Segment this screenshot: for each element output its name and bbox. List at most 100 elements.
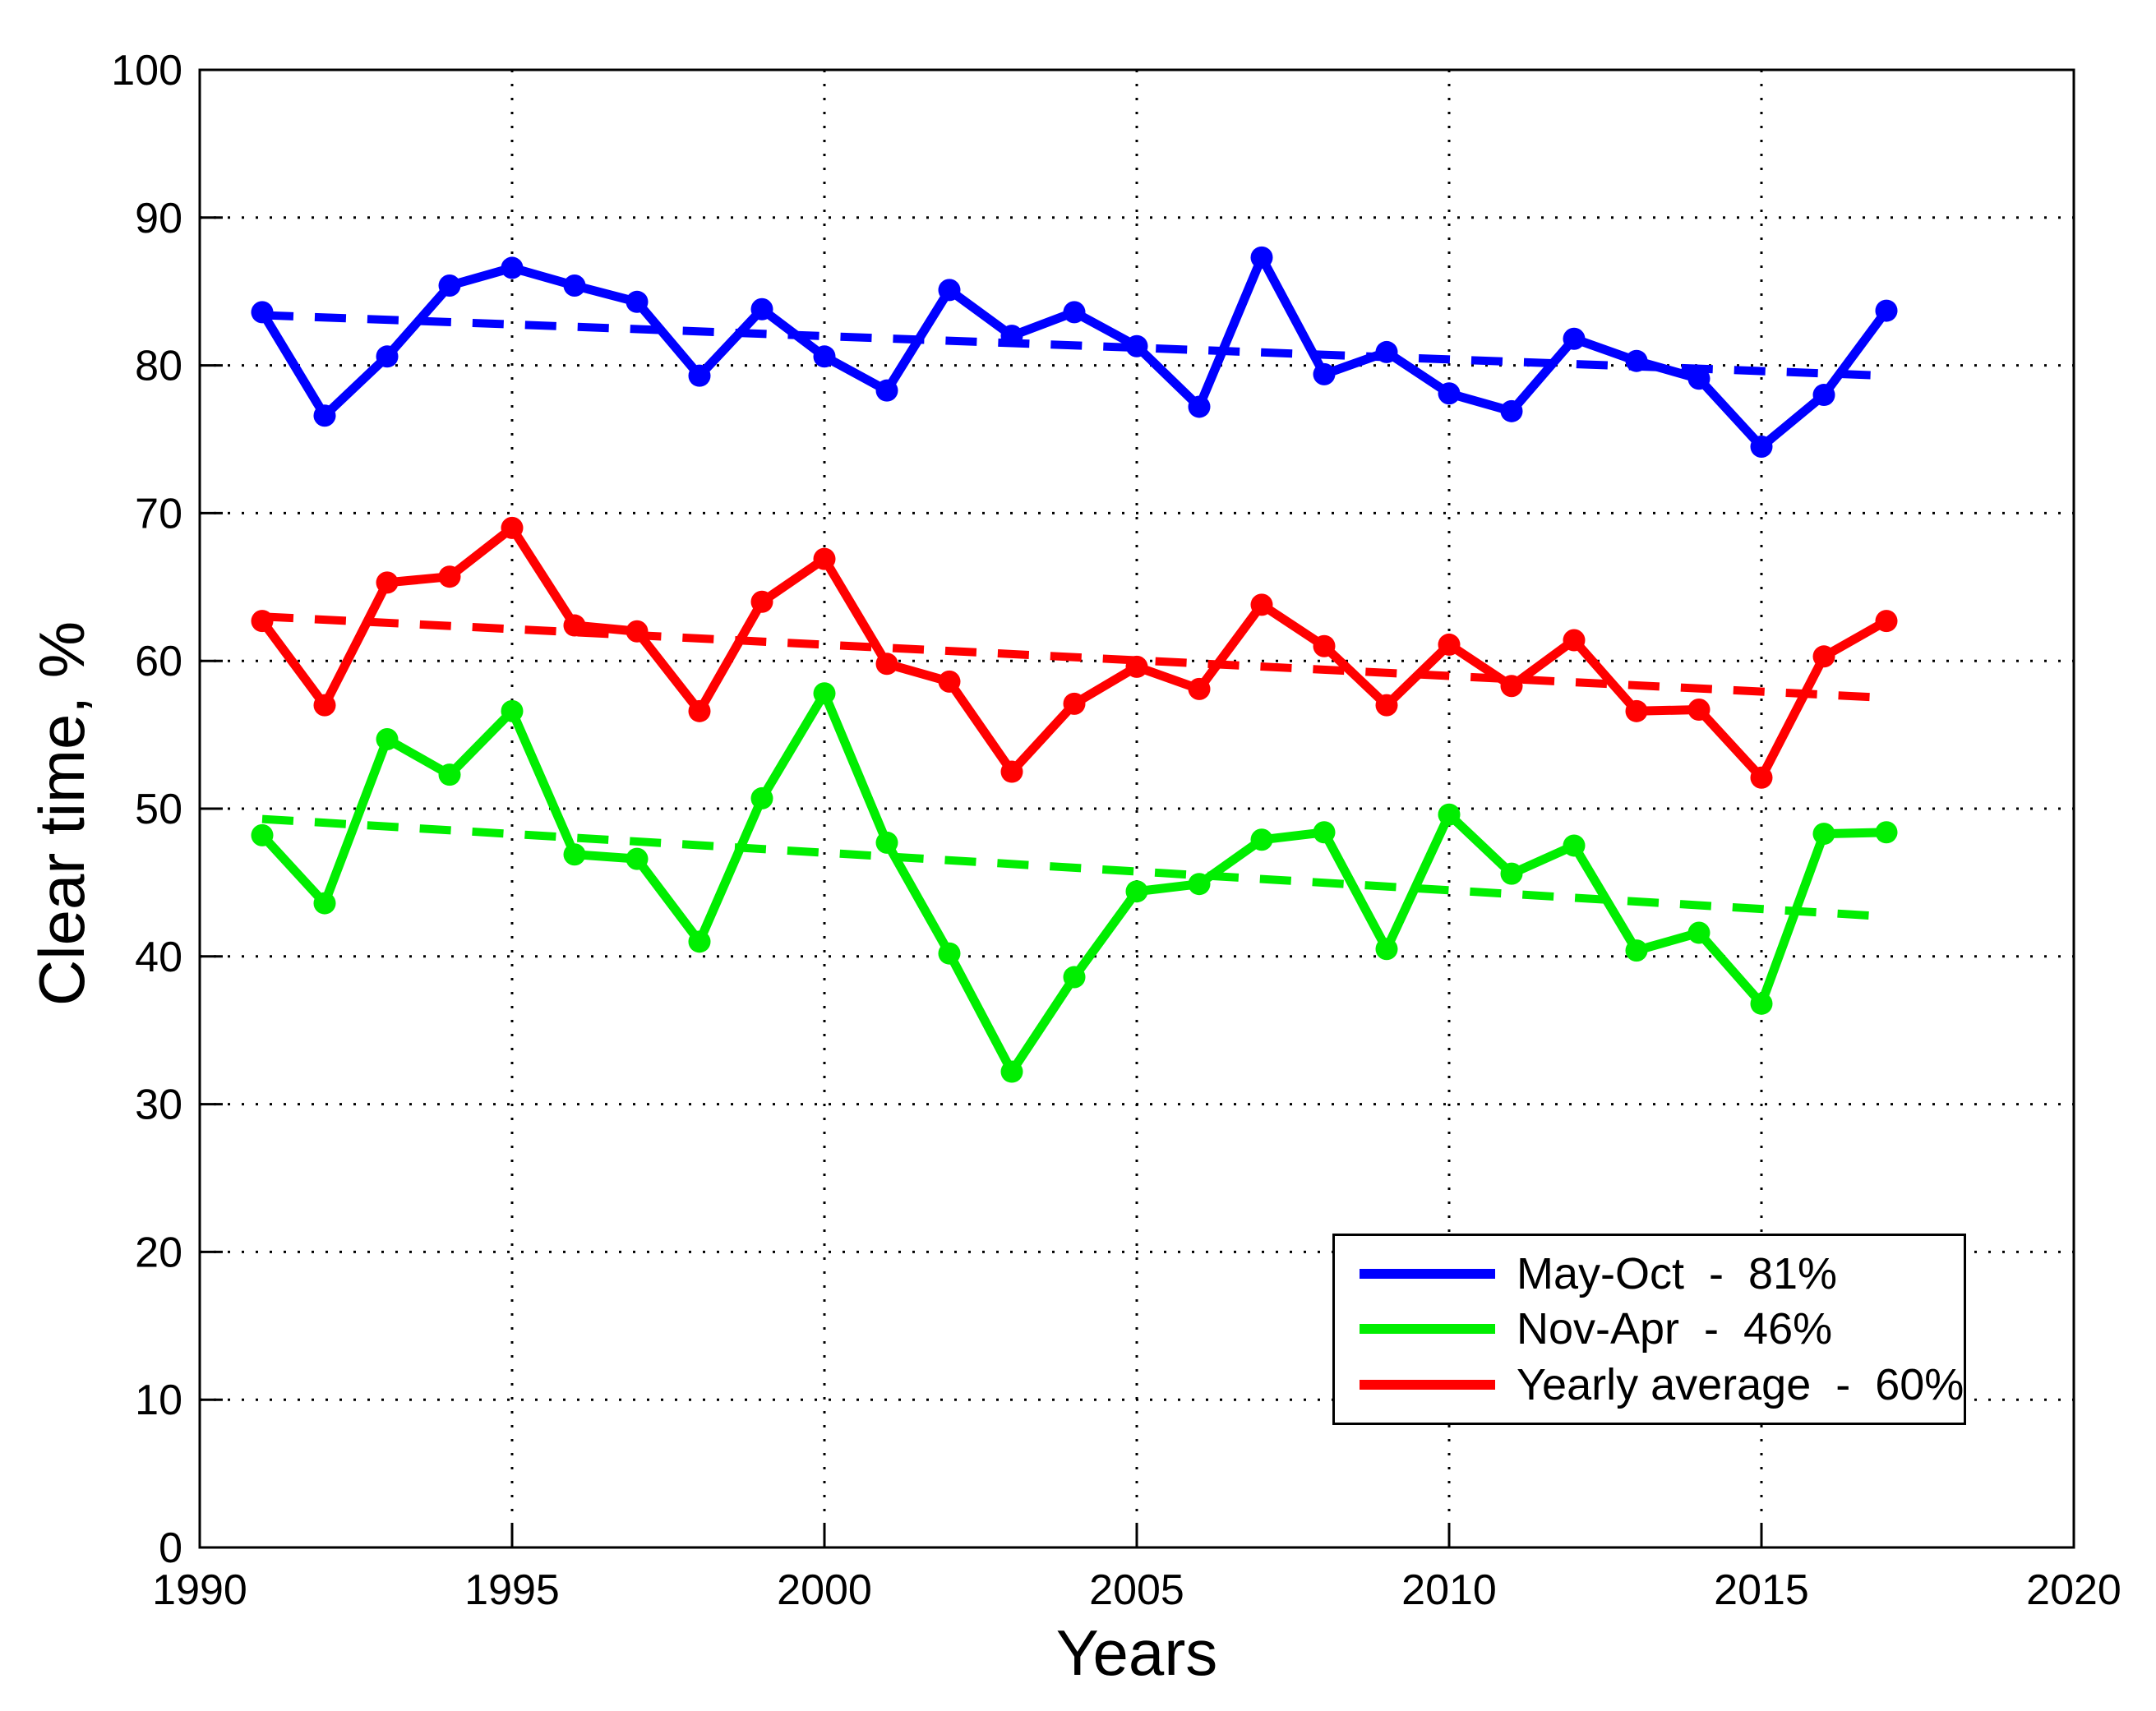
data-point-yearly-average-2002 [938,670,961,693]
data-point-may-oct-1992 [313,404,336,427]
x-tick-label-2010: 2010 [1401,1566,1497,1614]
data-point-may-oct-1994 [438,274,461,297]
data-point-may-oct-2017 [1875,299,1898,322]
y-axis-title: Clear time, % [25,620,98,1007]
data-point-may-oct-2012 [1563,327,1586,350]
trend-line-yearly-average [261,612,1887,703]
data-point-nov-apr-2003 [1000,1060,1023,1083]
y-tick-label-60: 60 [135,638,182,685]
data-point-nov-apr-2001 [875,831,898,854]
data-point-nov-apr-2006 [1188,873,1211,896]
data-point-yearly-average-2013 [1625,699,1648,722]
data-point-nov-apr-2007 [1250,828,1273,851]
data-point-may-oct-2016 [1812,384,1835,407]
data-point-nov-apr-1991 [251,823,274,846]
legend-item-yearly-average: Yearly average - 60% [1360,1359,1964,1410]
data-point-nov-apr-2009 [1375,938,1398,961]
data-point-yearly-average-1997 [626,620,649,643]
x-tick-label-1995: 1995 [464,1566,560,1614]
data-point-yearly-average-2006 [1188,677,1211,700]
legend-swatch-nov-apr [1360,1324,1495,1335]
trend-line-nov-apr [261,814,1887,921]
y-tick-label-50: 50 [135,786,182,833]
legend: May-Oct - 81% Nov-Apr - 46% Yearly avera… [1332,1234,1966,1425]
data-point-yearly-average-2012 [1563,629,1586,652]
data-point-nov-apr-2004 [1063,966,1086,989]
data-point-nov-apr-2016 [1812,823,1835,846]
legend-label-may-oct: May-Oct - 81% [1517,1248,1838,1298]
y-tick-label-100: 100 [111,47,182,95]
y-tick-label-30: 30 [135,1081,182,1129]
data-point-yearly-average-1998 [688,699,711,722]
trend-line-may-oct [261,311,1887,380]
x-tick-label-2020: 2020 [2026,1566,2121,1614]
x-tick-label-2015: 2015 [1714,1566,1809,1614]
y-tick-label-80: 80 [135,343,182,390]
legend-label-nov-apr: Nov-Apr - 46% [1517,1304,1833,1354]
data-point-nov-apr-2011 [1500,862,1523,885]
data-point-may-oct-2001 [875,379,898,402]
data-point-may-oct-2010 [1438,382,1461,405]
data-point-yearly-average-1999 [750,590,773,613]
data-point-nov-apr-1994 [438,763,461,786]
data-point-may-oct-2013 [1625,349,1648,372]
legend-item-may-oct: May-Oct - 81% [1360,1248,1955,1299]
data-point-yearly-average-2009 [1375,694,1398,717]
x-tick-label-2000: 2000 [777,1566,872,1614]
data-point-nov-apr-2010 [1438,803,1461,826]
y-tick-label-40: 40 [135,934,182,981]
legend-label-yearly-average: Yearly average - 60% [1517,1360,1964,1410]
data-point-yearly-average-2007 [1250,593,1273,616]
data-point-yearly-average-1992 [313,694,336,717]
data-point-nov-apr-1999 [750,786,773,809]
data-point-yearly-average-2000 [813,547,836,570]
x-axis-title: Years [1055,1616,1218,1689]
data-point-may-oct-2000 [813,345,836,368]
data-point-may-oct-2015 [1750,435,1773,458]
data-point-yearly-average-2004 [1063,692,1086,715]
data-point-nov-apr-2014 [1687,921,1710,944]
data-point-nov-apr-1998 [688,930,711,953]
data-point-yearly-average-1993 [376,571,399,594]
data-point-yearly-average-2003 [1000,760,1023,783]
data-point-yearly-average-1994 [438,565,461,588]
data-point-may-oct-2003 [1000,325,1023,348]
data-point-nov-apr-2017 [1875,821,1898,844]
data-point-may-oct-1995 [501,256,524,279]
data-point-nov-apr-1996 [563,843,586,866]
data-point-may-oct-2011 [1500,399,1523,422]
data-point-may-oct-1997 [626,290,649,313]
y-tick-label-90: 90 [135,195,182,242]
y-tick-label-20: 20 [135,1229,182,1276]
data-point-yearly-average-2001 [875,653,898,676]
data-point-may-oct-1996 [563,274,586,297]
data-point-may-oct-2009 [1375,340,1398,363]
data-point-may-oct-1993 [376,345,399,368]
x-tick-label-2005: 2005 [1089,1566,1184,1614]
x-tick-label-1990: 1990 [152,1566,247,1614]
data-point-yearly-average-1996 [563,614,586,637]
data-point-yearly-average-2008 [1313,634,1336,657]
data-point-nov-apr-1997 [626,847,649,870]
data-point-nov-apr-2013 [1625,939,1648,962]
data-point-yearly-average-2017 [1875,610,1898,633]
data-point-nov-apr-1995 [501,699,524,722]
y-tick-label-70: 70 [135,490,182,537]
data-point-may-oct-2002 [938,279,961,302]
data-point-nov-apr-2015 [1750,992,1773,1015]
data-point-nov-apr-1992 [313,892,336,915]
data-point-may-oct-2005 [1125,334,1148,357]
data-point-nov-apr-2002 [938,942,961,965]
data-point-yearly-average-2014 [1687,699,1710,722]
data-point-yearly-average-2011 [1500,675,1523,698]
data-point-yearly-average-2005 [1125,655,1148,678]
data-point-nov-apr-1993 [376,727,399,750]
data-point-may-oct-2008 [1313,362,1336,385]
data-point-may-oct-2004 [1063,301,1086,324]
data-point-may-oct-2007 [1250,246,1273,269]
data-point-nov-apr-2012 [1563,834,1586,857]
y-tick-label-10: 10 [135,1377,182,1424]
